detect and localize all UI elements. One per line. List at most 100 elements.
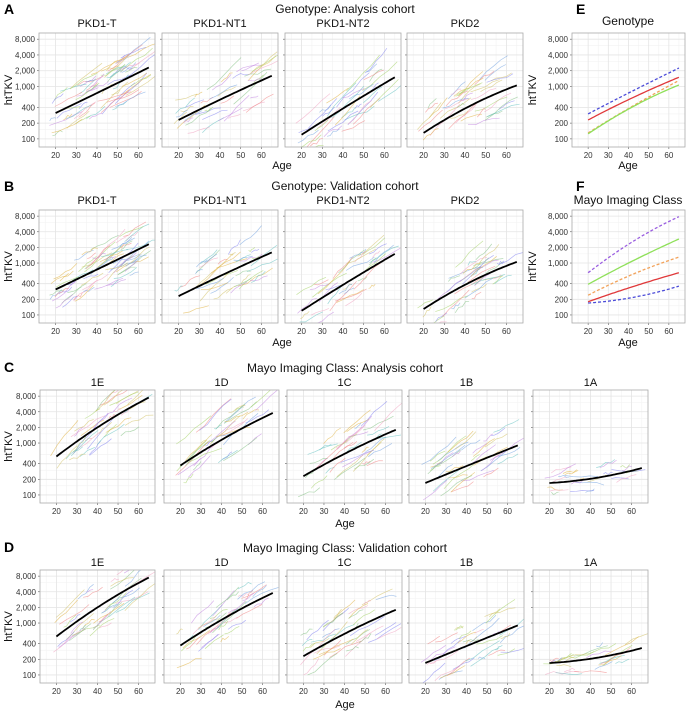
patient-trajectory	[616, 474, 637, 483]
row-D: D Mayo Imaging Class: Validation cohort 1E…	[3, 539, 598, 711]
patient-trajectory	[357, 234, 385, 257]
patient-trajectory	[310, 308, 330, 316]
x-tick-label: 30	[442, 507, 451, 516]
y-tick-label: 8,000	[15, 35, 36, 44]
series-line-pkd1-nt1	[587, 76, 680, 121]
patient-trajectory	[323, 125, 343, 137]
patient-trajectory	[426, 660, 437, 665]
y-tick-label: 400	[555, 280, 569, 289]
patient-trajectory	[362, 237, 386, 255]
x-tick-label: 20	[584, 151, 593, 160]
patient-trajectory	[123, 221, 147, 237]
panel-A-1: 20 30 40 50 60 100 200 400 1,000 2,000 4,000 8,000	[15, 32, 156, 160]
patient-trajectory	[343, 441, 358, 449]
patient-trajectory	[333, 608, 342, 619]
plot-area	[49, 221, 155, 309]
patient-trajectory	[430, 650, 459, 665]
patient-trajectory	[474, 261, 504, 286]
panel-border	[284, 209, 402, 324]
plot-area	[300, 588, 402, 676]
patient-trajectory	[124, 570, 142, 587]
patient-trajectory	[79, 625, 87, 632]
patient-trajectory	[241, 584, 267, 599]
patient-trajectory	[467, 265, 496, 283]
y-tick-label: 2,000	[15, 67, 36, 76]
x-tick-label: 60	[664, 151, 673, 160]
patient-trajectory	[251, 54, 278, 72]
patient-trajectory	[329, 280, 357, 312]
patient-trajectory	[184, 110, 203, 121]
patient-trajectory	[50, 270, 74, 284]
y-tick-label: 200	[22, 119, 36, 128]
patient-trajectory	[245, 409, 270, 424]
patient-trajectory	[458, 630, 472, 640]
panel-border	[571, 209, 686, 324]
patient-trajectory	[367, 426, 390, 436]
patient-trajectory	[104, 53, 130, 78]
x-tick-label: 20	[174, 327, 183, 336]
patient-trajectory	[467, 117, 500, 125]
patient-trajectory	[358, 633, 372, 644]
patient-trajectory	[442, 97, 469, 109]
patient-trajectory	[318, 638, 354, 656]
y-tick-label: 1,000	[15, 259, 36, 268]
patient-trajectory	[448, 81, 466, 100]
patient-trajectory	[549, 657, 559, 663]
patient-trajectory	[247, 78, 261, 82]
panel-border	[408, 569, 525, 684]
patient-trajectory	[474, 96, 508, 112]
patient-trajectory	[125, 75, 155, 96]
y-tick-label: 400	[555, 103, 569, 112]
fitted-curve	[302, 608, 397, 657]
patient-trajectory	[417, 299, 433, 309]
strip-title: PKD2	[451, 18, 480, 30]
panel-border	[39, 569, 156, 684]
patient-trajectory	[483, 467, 499, 478]
plot-area	[173, 51, 278, 134]
panel-D-2: 20 30 40 50 60	[162, 569, 280, 696]
patient-trajectory	[345, 632, 371, 657]
patient-trajectory	[370, 79, 399, 108]
patient-trajectory	[299, 311, 323, 323]
patient-trajectory	[251, 270, 266, 283]
patient-trajectory	[177, 457, 201, 476]
patient-trajectory	[183, 305, 209, 314]
patient-trajectory	[224, 411, 248, 423]
patient-trajectory	[202, 109, 228, 120]
patient-trajectory	[237, 593, 249, 597]
patient-trajectory	[85, 79, 96, 83]
series-line-pkd1-t	[587, 67, 680, 115]
series-line-mic-1e	[587, 216, 680, 274]
patient-trajectory	[195, 398, 232, 433]
patient-trajectory	[249, 275, 268, 282]
patient-trajectory	[79, 78, 97, 94]
patient-trajectory	[204, 253, 218, 263]
y-axis-label: htTKV	[527, 74, 539, 105]
x-tick-label: 30	[72, 151, 81, 160]
patient-trajectory	[447, 430, 474, 453]
x-tick-label: 60	[627, 687, 636, 696]
patient-trajectory	[83, 286, 95, 293]
patient-trajectory	[104, 256, 116, 261]
panel-letter-c: C	[4, 359, 14, 375]
x-tick-label: 50	[113, 327, 122, 336]
patient-trajectory	[349, 253, 362, 259]
patient-trajectory	[596, 642, 603, 648]
patient-trajectory	[477, 656, 486, 660]
series-line-pkd2	[587, 84, 680, 135]
patient-trajectory	[77, 75, 104, 86]
x-tick-label: 40	[93, 687, 102, 696]
patient-trajectory	[250, 95, 259, 99]
patient-trajectory	[185, 99, 205, 108]
plot-area	[297, 401, 402, 498]
y-tick-label: 200	[23, 655, 37, 664]
patient-trajectory	[425, 102, 438, 113]
patient-trajectory	[228, 113, 241, 119]
fitted-curve	[423, 84, 518, 134]
patient-trajectory	[72, 624, 100, 636]
patient-trajectory	[119, 226, 144, 237]
patient-trajectory	[366, 460, 384, 467]
patient-trajectory	[69, 72, 98, 90]
series-line-mic-1c	[587, 256, 680, 296]
patient-trajectory	[364, 47, 388, 74]
